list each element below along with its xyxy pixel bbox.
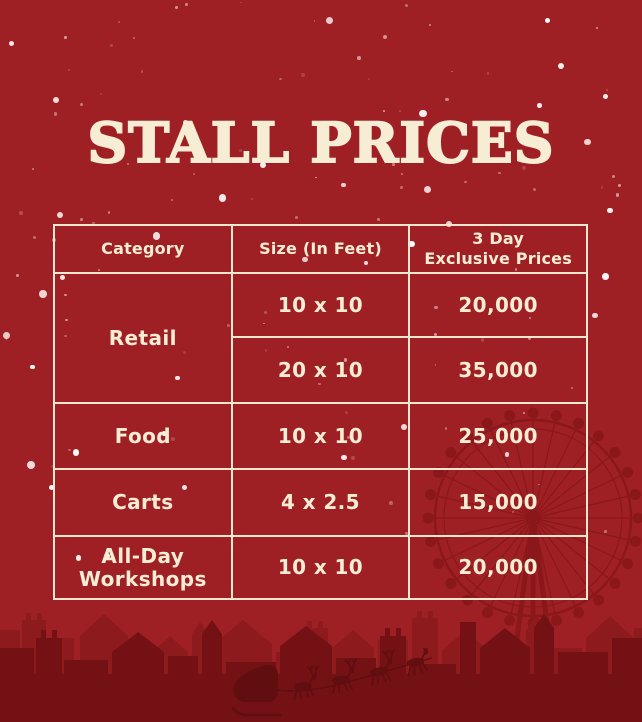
snow-dot [8, 40, 14, 47]
snow-dot [239, 1, 242, 4]
column-header-price: 3 Day Exclusive Prices [408, 224, 588, 274]
category-cell-food: Food [53, 402, 233, 470]
snow-dot [132, 37, 135, 40]
snow-dot [53, 96, 60, 103]
price-cell: 25,000 [408, 402, 588, 470]
snow-dot [30, 364, 35, 370]
price-cell: 20,000 [408, 272, 588, 338]
snow-dot [67, 68, 70, 71]
snow-dot [313, 20, 316, 22]
snow-dot [399, 186, 403, 189]
snow-dot [117, 20, 121, 24]
size-cell: 10 x 10 [230, 535, 411, 600]
table-row: Carts 4 x 2.5 15,000 [53, 468, 588, 537]
snow-dot [612, 174, 616, 179]
snow-dot [451, 70, 454, 73]
table-row: All-Day Workshops 10 x 10 20,000 [53, 535, 588, 600]
snow-dot [39, 290, 47, 298]
column-header-category: Category [53, 224, 233, 274]
snow-dot [607, 207, 613, 213]
snow-dot [170, 198, 173, 201]
snow-dot [463, 180, 467, 184]
page-title: STALL PRICES [86, 109, 555, 176]
table-row: 20 x 10 35,000 [54, 336, 588, 404]
snow-dot [602, 93, 608, 99]
size-cell: 20 x 10 [230, 336, 411, 404]
snow-dot [533, 188, 537, 191]
size-cell: 4 x 2.5 [230, 468, 411, 537]
snow-dot [341, 182, 346, 188]
snow-dot [537, 102, 542, 108]
category-cell-retail: Retail [53, 272, 233, 404]
snow-dot [79, 218, 84, 222]
snow-dot [301, 73, 305, 77]
category-cell-carts: Carts [53, 468, 233, 537]
skyline-front-silhouette [0, 614, 642, 722]
table-row: Retail 10 x 10 20,000 [53, 272, 588, 404]
snow-dot [27, 461, 35, 470]
snow-dot [251, 197, 254, 201]
snow-dot [602, 273, 609, 280]
snow-dot [557, 62, 564, 69]
snow-dot [617, 184, 621, 187]
table-header-row: Category Size (In Feet) 3 Day Exclusive … [53, 224, 588, 274]
snow-dot [33, 236, 37, 240]
size-cell: 10 x 10 [230, 402, 411, 470]
snow-dot [3, 331, 11, 339]
snow-dot [64, 36, 67, 39]
snow-dot [57, 212, 64, 219]
snow-dot [19, 211, 23, 216]
snow-dot [595, 26, 599, 30]
snow-dot [279, 78, 282, 81]
snow-dot [486, 72, 490, 76]
snow-dot [592, 313, 598, 319]
snow-dot [5, 337, 8, 340]
price-cell: 35,000 [408, 336, 588, 404]
snow-dot [429, 24, 431, 26]
snow-dot [424, 185, 432, 193]
snow-dot [185, 2, 188, 6]
snow-dot [15, 273, 19, 277]
snow-dot [218, 194, 226, 202]
snow-dot [376, 217, 381, 222]
snow-dot [140, 70, 144, 74]
snow-dot [404, 3, 409, 8]
snow-dot [295, 216, 298, 219]
snow-dot [544, 17, 551, 24]
column-header-size: Size (In Feet) [230, 224, 411, 274]
snow-dot [99, 92, 103, 96]
santa-sleigh-silhouette [232, 648, 436, 717]
snow-dot [600, 186, 604, 189]
price-cell: 20,000 [408, 535, 588, 600]
price-cell: 15,000 [408, 468, 588, 537]
snow-dot [109, 44, 113, 48]
snow-dot [80, 103, 84, 107]
snow-dot [367, 77, 371, 81]
snow-dot [615, 193, 620, 197]
snow-dot [107, 211, 111, 214]
snow-dot [606, 89, 608, 91]
snow-dot [445, 97, 449, 102]
snow-dot [357, 55, 362, 60]
size-cell: 10 x 10 [230, 272, 411, 338]
snow-dot [325, 16, 334, 25]
table-row: Food 10 x 10 25,000 [53, 402, 588, 470]
category-cell-workshops: All-Day Workshops [53, 535, 233, 600]
stall-prices-table: Category Size (In Feet) 3 Day Exclusive … [53, 224, 588, 600]
snow-dot [174, 6, 178, 9]
snow-dot [383, 35, 388, 40]
snow-dot [315, 176, 317, 179]
